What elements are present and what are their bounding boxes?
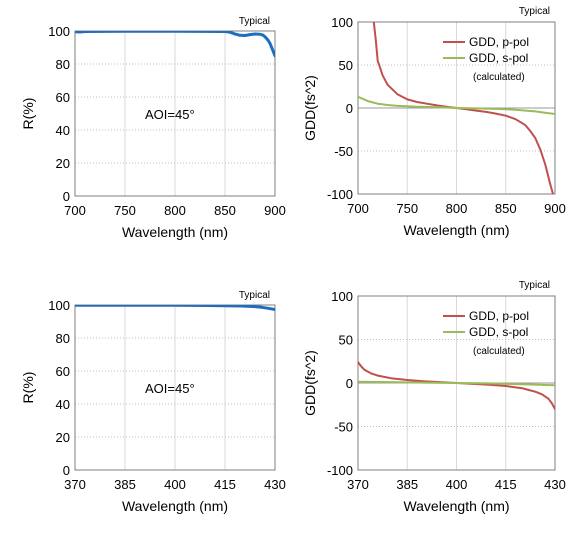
y-tick-label: 100: [331, 289, 353, 304]
legend-entry: GDD, s-pol: [469, 325, 528, 339]
y-tick-label: 100: [48, 298, 70, 313]
y-axis-label: GDD(fs^2): [302, 75, 318, 141]
series-line-reflectance: [75, 305, 275, 311]
x-tick-label: 900: [264, 203, 286, 218]
series-line-gdd-s-pol: [358, 95, 555, 115]
x-tick-label: 430: [264, 477, 286, 492]
x-tick-label: 850: [214, 203, 236, 218]
series-line-reflectance: [75, 31, 275, 58]
legend-note: (calculated): [473, 72, 525, 83]
y-tick-label: 100: [48, 24, 70, 39]
y-tick-label: -50: [334, 144, 353, 159]
y-tick-label: 80: [56, 57, 70, 72]
legend-note: (calculated): [473, 346, 525, 357]
plot-frame: [357, 21, 556, 195]
chart-gdd-uv: 370 385 400 415 430 -100 -50 0 50 100 Wavelength (…: [302, 280, 566, 514]
y-axis-label: R(%): [20, 372, 36, 404]
x-axis-label: Wavelength (nm): [403, 498, 509, 514]
y-axis-label: R(%): [20, 98, 36, 130]
x-tick-label: 850: [495, 201, 517, 216]
legend-entry: GDD, s-pol: [469, 51, 528, 65]
y-tick-label: -50: [334, 420, 353, 435]
x-tick-label: 750: [396, 201, 418, 216]
y-tick-label: 40: [56, 123, 70, 138]
series-line-gdd-p-pol: [372, 22, 554, 194]
typical-note: Typical: [519, 280, 550, 291]
x-tick-label: 385: [396, 477, 418, 492]
y-tick-label: 0: [63, 189, 70, 204]
x-tick-label: 400: [446, 477, 468, 492]
y-tick-label: 0: [346, 376, 353, 391]
x-tick-label: 800: [446, 201, 468, 216]
y-tick-label: 50: [339, 333, 353, 348]
y-tick-label: 100: [331, 15, 353, 30]
y-tick-label: 20: [56, 430, 70, 445]
x-tick-label: 700: [347, 201, 369, 216]
y-tick-label: 60: [56, 364, 70, 379]
y-tick-label: 60: [56, 90, 70, 105]
x-tick-label: 400: [164, 477, 186, 492]
y-tick-label: 20: [56, 156, 70, 171]
x-tick-label: 370: [64, 477, 86, 492]
y-tick-label: 0: [63, 463, 70, 478]
x-tick-label: 750: [114, 203, 136, 218]
y-axis-label: GDD(fs^2): [302, 350, 318, 416]
legend-entry: GDD, p-pol: [469, 35, 529, 49]
x-tick-label: 700: [64, 203, 86, 218]
x-tick-label: 415: [214, 477, 236, 492]
x-tick-label: 415: [495, 477, 517, 492]
x-tick-label: 385: [114, 477, 136, 492]
chart-refl-ir: 700 750 800 850 900 0 20 40 60 80 100 Wavelength (n…: [20, 16, 286, 240]
aoi-annotation: AOI=45°: [145, 107, 195, 122]
y-tick-label: 80: [56, 331, 70, 346]
typical-note: Typical: [239, 290, 270, 301]
x-tick-label: 430: [544, 477, 566, 492]
y-tick-label: 40: [56, 397, 70, 412]
plot-frame: [357, 295, 556, 471]
typical-note: Typical: [239, 16, 270, 27]
series-line-gdd-s-pol: [358, 380, 555, 387]
x-tick-label: 800: [164, 203, 186, 218]
x-axis-label: Wavelength (nm): [122, 498, 228, 514]
x-tick-label: 900: [544, 201, 566, 216]
x-axis-label: Wavelength (nm): [403, 222, 509, 238]
chart-gdd-ir: 700 750 800 850 900 -100 -50 0 50 100 Wavelength (…: [302, 6, 566, 238]
typical-note: Typical: [519, 6, 550, 17]
y-tick-label: -100: [327, 463, 353, 478]
y-tick-label: -100: [327, 187, 353, 202]
x-tick-label: 370: [347, 477, 369, 492]
y-tick-label: 0: [346, 101, 353, 116]
aoi-annotation: AOI=45°: [145, 381, 195, 396]
chart-refl-uv: 370 385 400 415 430 0 20 40 60 80 100 Wavelength (n…: [20, 290, 286, 514]
y-tick-label: 50: [339, 58, 353, 73]
legend-entry: GDD, p-pol: [469, 309, 529, 323]
x-axis-label: Wavelength (nm): [122, 224, 228, 240]
